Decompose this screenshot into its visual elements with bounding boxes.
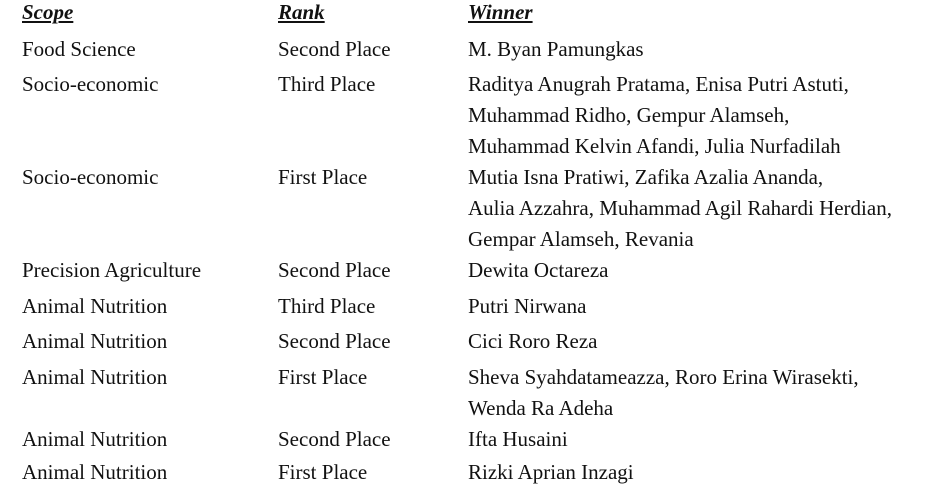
winner-cell: M. Byan Pamungkas [468, 34, 943, 65]
scope-cell: Animal Nutrition [22, 427, 168, 451]
rank-cell: Second Place [278, 329, 391, 353]
winner-line: Putri Nirwana [468, 294, 587, 318]
winner-line: Muhammad Kelvin Afandi, Julia Nurfadilah [468, 134, 841, 158]
header-scope: Scope [22, 0, 74, 24]
winner-cell: Mutia Isna Pratiwi, Zafika Azalia Ananda… [468, 162, 943, 255]
winner-line: Ifta Husaini [468, 427, 568, 451]
scope-cell: Animal Nutrition [22, 294, 168, 318]
rank-cell: First Place [278, 165, 368, 189]
winner-cell: Cici Roro Reza [468, 326, 943, 357]
winner-line: Wenda Ra Adeha [468, 396, 614, 420]
header-winner: Winner [468, 0, 533, 24]
scope-cell: Animal Nutrition [22, 365, 168, 389]
rank-cell: Third Place [278, 72, 376, 96]
scope-cell: Animal Nutrition [22, 460, 168, 484]
scope-cell: Socio-economic [22, 72, 159, 96]
winner-line: Cici Roro Reza [468, 329, 598, 353]
winner-line: Raditya Anugrah Pratama, Enisa Putri Ast… [468, 72, 849, 96]
rank-cell: Second Place [278, 37, 391, 61]
winner-line: Mutia Isna Pratiwi, Zafika Azalia Ananda… [468, 165, 824, 189]
winner-cell: Ifta Husaini [468, 424, 943, 455]
rank-cell: First Place [278, 365, 368, 389]
winner-line: M. Byan Pamungkas [468, 37, 644, 61]
rank-cell: Third Place [278, 294, 376, 318]
header-rank: Rank [278, 0, 325, 24]
winner-line: Aulia Azzahra, Muhammad Agil Rahardi Her… [468, 196, 892, 220]
winner-line: Dewita Octareza [468, 258, 609, 282]
rank-cell: Second Place [278, 427, 391, 451]
winner-cell: Raditya Anugrah Pratama, Enisa Putri Ast… [468, 69, 943, 162]
winner-cell: Dewita Octareza [468, 255, 943, 286]
winner-line: Sheva Syahdatameazza, Roro Erina Wirasek… [468, 365, 859, 389]
winner-line: Muhammad Ridho, Gempur Alamseh, [468, 103, 790, 127]
scope-cell: Socio-economic [22, 165, 159, 189]
winner-line: Gempar Alamseh, Revania [468, 227, 694, 251]
rank-cell: Second Place [278, 258, 391, 282]
winner-cell: Rizki Aprian Inzagi [468, 457, 943, 488]
winner-cell: Sheva Syahdatameazza, Roro Erina Wirasek… [468, 362, 943, 424]
scope-cell: Animal Nutrition [22, 329, 168, 353]
scope-cell: Precision Agriculture [22, 258, 202, 282]
scope-cell: Food Science [22, 37, 136, 61]
rank-cell: First Place [278, 460, 368, 484]
winner-line: Rizki Aprian Inzagi [468, 460, 634, 484]
winner-cell: Putri Nirwana [468, 291, 943, 322]
